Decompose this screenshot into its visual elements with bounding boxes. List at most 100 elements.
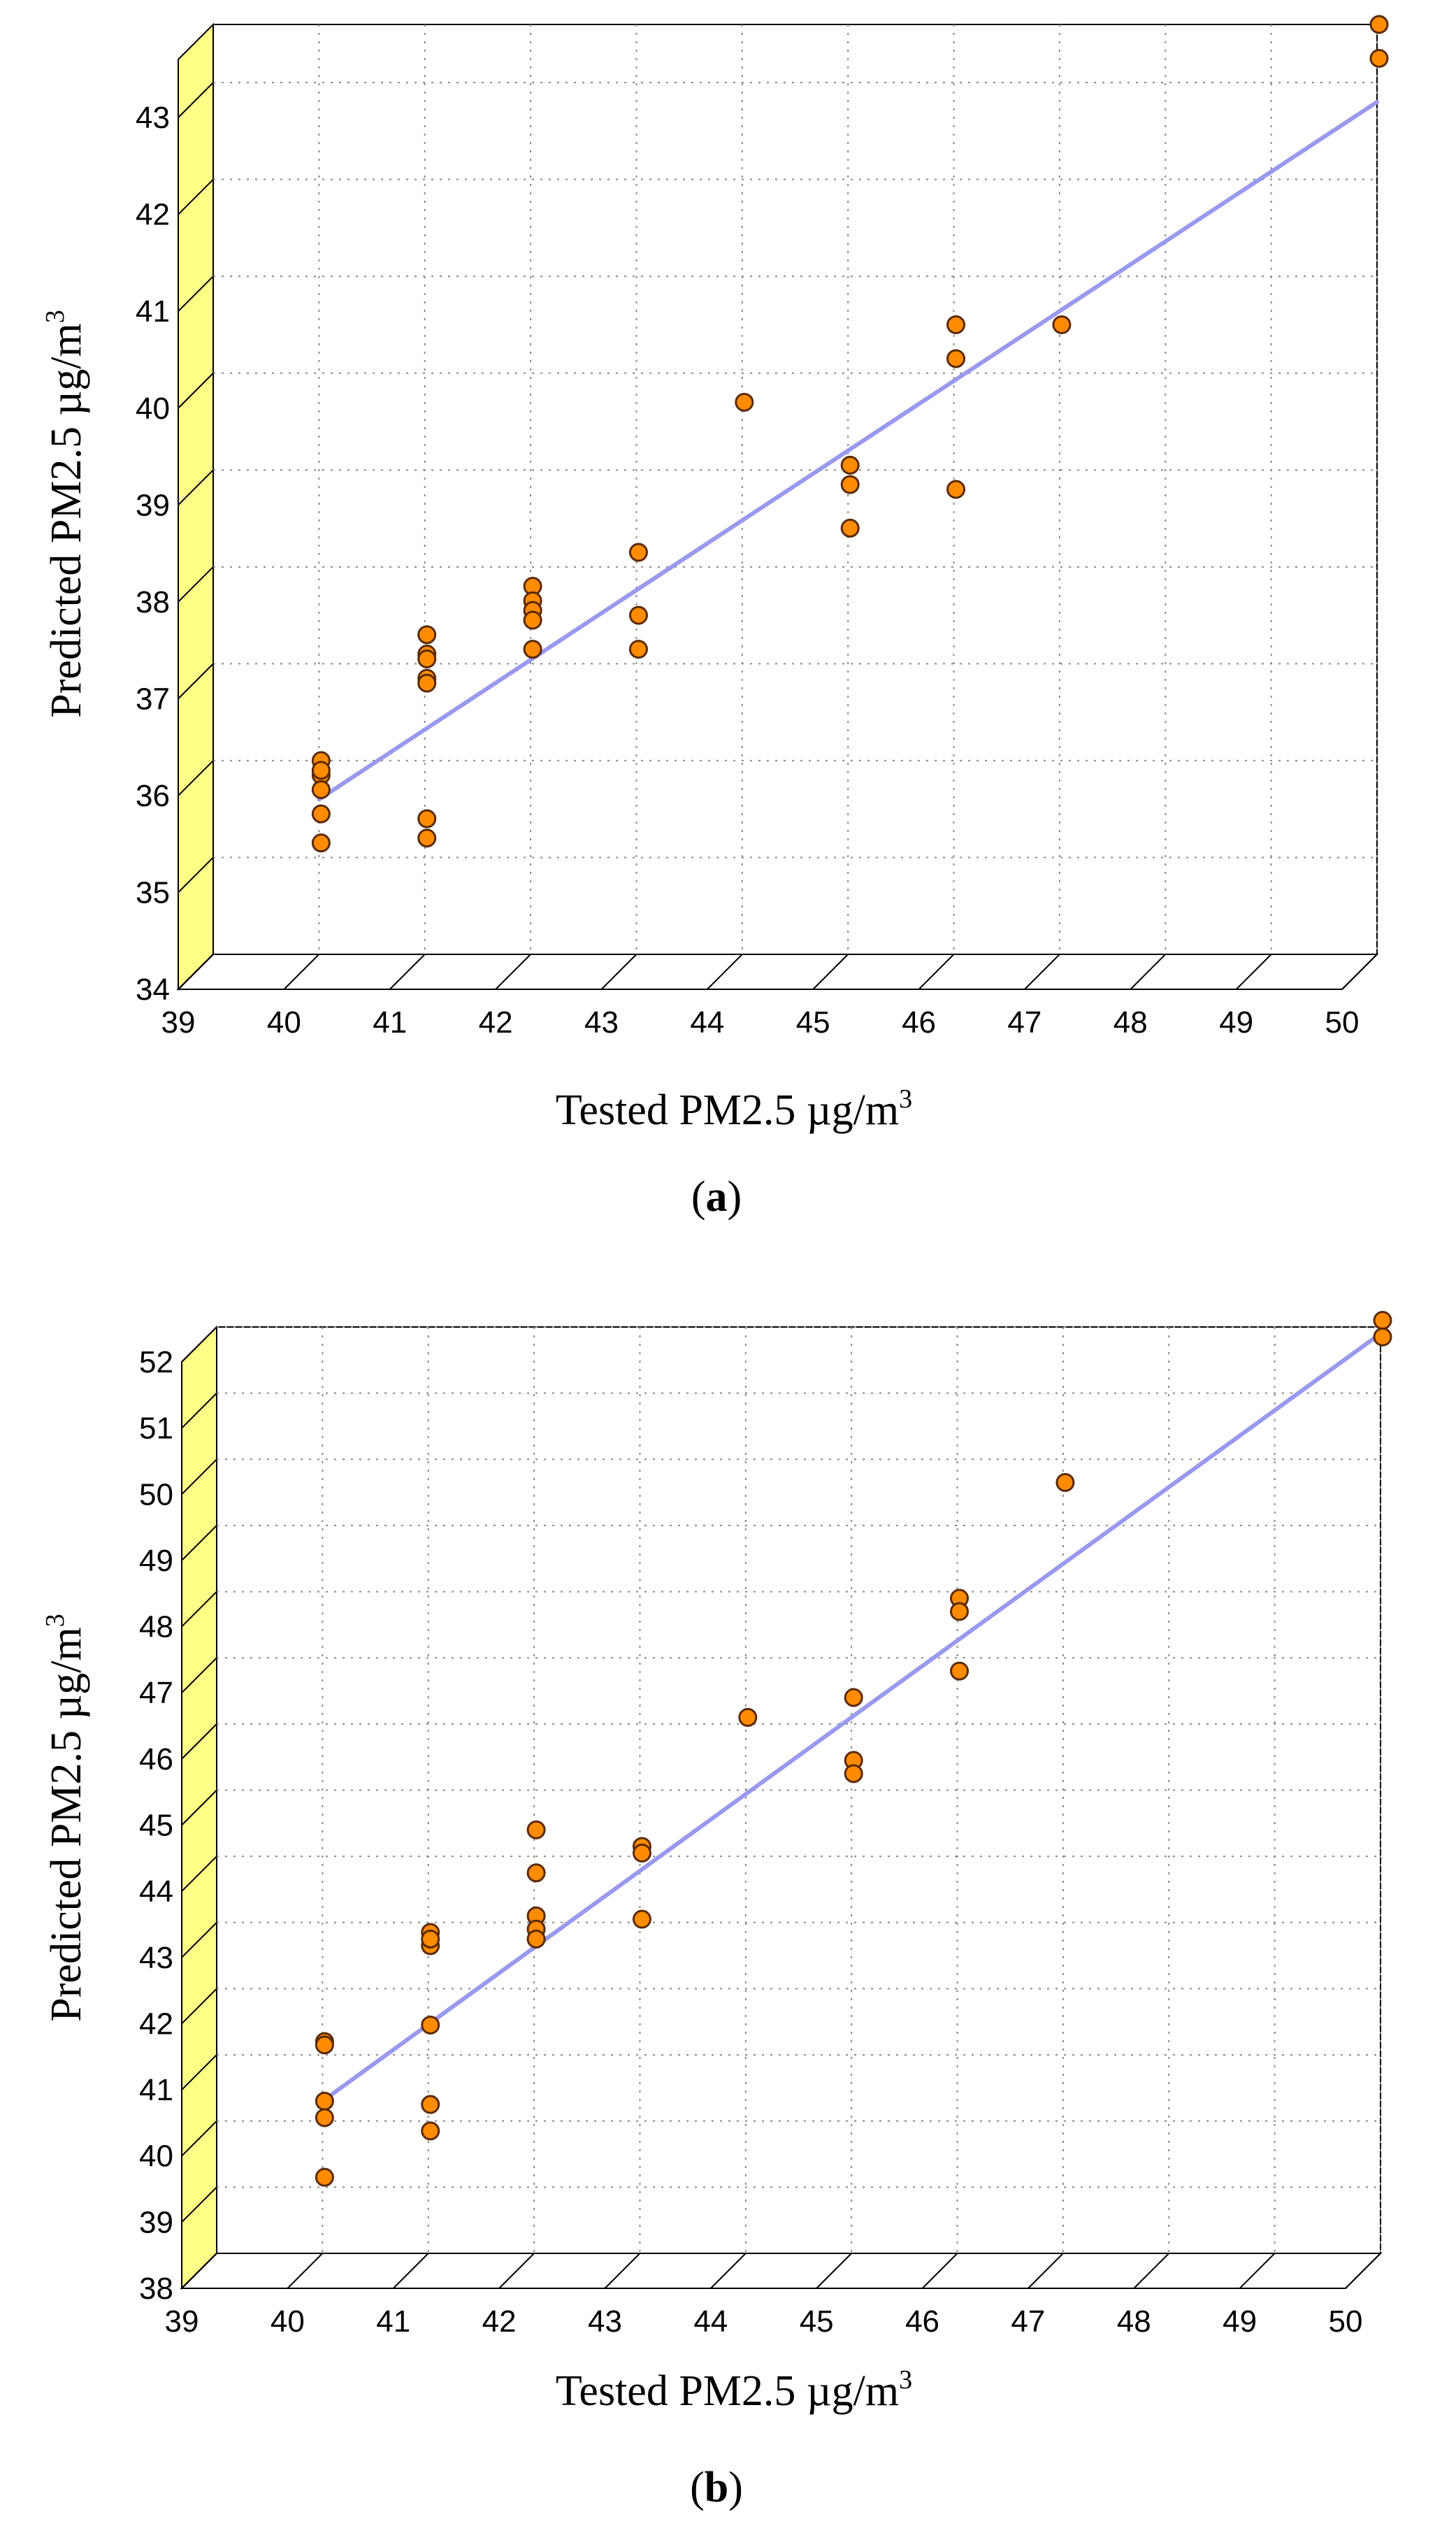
y-tick-label: 40 xyxy=(136,392,170,426)
data-point xyxy=(316,2109,333,2126)
chart-panel-a: 39 40 41 42 43 44 45 46 47 48 49 50 34 35 36 37 38 39 40 41… xyxy=(41,16,1387,1221)
data-point xyxy=(312,781,329,798)
data-point xyxy=(633,1911,650,1928)
data-point xyxy=(1374,1328,1391,1345)
x-tick-label: 47 xyxy=(1007,1005,1041,1040)
data-point xyxy=(630,607,647,624)
plot-back-wall xyxy=(217,1327,1381,2253)
x-tick-label: 48 xyxy=(1113,1005,1148,1040)
data-point xyxy=(422,2016,439,2033)
y-tick-label: 38 xyxy=(139,2272,173,2306)
y-tick-label: 41 xyxy=(136,294,170,329)
x-tick-label: 48 xyxy=(1117,2304,1151,2339)
x-tick-label: 50 xyxy=(1325,1005,1360,1040)
data-point xyxy=(842,457,858,473)
x-tick-label: 41 xyxy=(373,1005,407,1040)
y-tick-label: 47 xyxy=(139,1676,173,1710)
x-tick-label: 44 xyxy=(690,1005,724,1040)
data-point xyxy=(845,1765,862,1782)
y-tick-label: 38 xyxy=(136,585,170,619)
y-tick-label: 46 xyxy=(139,1742,173,1777)
y-tick-label: 40 xyxy=(139,2139,173,2174)
data-point xyxy=(312,762,329,779)
data-point xyxy=(740,1709,756,1725)
data-point xyxy=(1371,50,1387,66)
data-point xyxy=(630,544,647,561)
data-point xyxy=(951,1603,968,1620)
data-point xyxy=(312,805,329,822)
x-tick-label: 43 xyxy=(584,1005,619,1040)
data-point xyxy=(312,835,329,852)
data-point xyxy=(419,626,435,643)
data-point xyxy=(951,1663,968,1679)
y-tick-label: 43 xyxy=(139,1941,173,1975)
data-point xyxy=(528,1821,545,1838)
data-point xyxy=(1057,1474,1074,1491)
x-tick-label: 49 xyxy=(1223,2304,1257,2339)
data-point xyxy=(1371,16,1387,33)
y-tick-label: 42 xyxy=(136,198,170,232)
data-point xyxy=(422,1930,439,1947)
data-point xyxy=(316,2169,333,2186)
y-tick-label: 35 xyxy=(136,875,170,910)
y-tick-label: 51 xyxy=(139,1412,173,1446)
y-tick-label: 34 xyxy=(136,973,170,1007)
plot-side-wall xyxy=(178,24,213,989)
x-tick-label: 49 xyxy=(1219,1005,1253,1040)
plot-floor xyxy=(182,2253,1381,2288)
y-tick-label: 42 xyxy=(139,2007,173,2041)
y-tick-label: 52 xyxy=(139,1345,173,1379)
y-tick-label: 37 xyxy=(136,682,170,716)
data-point xyxy=(524,641,541,658)
y-tick-label: 43 xyxy=(136,101,170,135)
data-point xyxy=(419,675,435,691)
x-axis-title-b: Tested PM2.5 µg/m3 xyxy=(556,2365,912,2415)
data-point xyxy=(528,1865,545,1881)
panel-caption-a: (a) xyxy=(691,1173,742,1221)
y-tick-label: 50 xyxy=(139,1477,173,1512)
x-tick-label: 43 xyxy=(588,2304,622,2339)
data-point xyxy=(1053,316,1070,333)
x-tick-label: 39 xyxy=(165,2304,199,2339)
x-tick-label: 45 xyxy=(796,1005,830,1040)
data-point xyxy=(842,476,858,493)
y-tick-label: 44 xyxy=(139,1874,173,1909)
x-tick-label: 40 xyxy=(271,2304,305,2339)
x-tick-label: 46 xyxy=(902,1005,936,1040)
data-point xyxy=(528,1930,545,1947)
y-tick-label: 36 xyxy=(136,779,170,813)
x-axis-title-a: Tested PM2.5 µg/m3 xyxy=(556,1084,912,1134)
x-tick-label: 40 xyxy=(267,1005,301,1040)
x-tick-label: 39 xyxy=(161,1005,196,1040)
y-tick-label: 39 xyxy=(139,2205,173,2239)
data-point xyxy=(419,650,435,667)
data-point xyxy=(948,481,965,498)
data-point xyxy=(736,394,753,410)
data-point xyxy=(422,2096,439,2113)
y-tick-label: 39 xyxy=(136,488,170,522)
y-tick-label: 48 xyxy=(139,1610,173,1644)
data-point xyxy=(316,2037,333,2053)
data-point xyxy=(630,641,647,658)
y-tick-label: 41 xyxy=(139,2073,173,2107)
x-tick-label: 42 xyxy=(479,1005,513,1040)
data-point xyxy=(524,612,541,629)
data-point xyxy=(419,810,435,827)
data-point xyxy=(419,830,435,847)
data-point xyxy=(1374,1312,1391,1329)
data-point xyxy=(842,519,858,536)
data-point xyxy=(316,2093,333,2109)
x-tick-label: 41 xyxy=(376,2304,410,2339)
y-axis-title-a: Predicted PM2.5 µg/m3 xyxy=(41,310,90,717)
data-point xyxy=(948,350,965,367)
x-tick-label: 47 xyxy=(1011,2304,1045,2339)
panel-caption-b: (b) xyxy=(690,2464,743,2511)
x-tick-label: 44 xyxy=(693,2304,728,2339)
x-tick-label: 46 xyxy=(905,2304,939,2339)
plot-floor xyxy=(178,954,1377,989)
figure: 39 40 41 42 43 44 45 46 47 48 49 503435363738394041… xyxy=(0,0,1456,2540)
x-tick-label: 45 xyxy=(800,2304,834,2339)
y-axis-title-b: Predicted PM2.5 µg/m3 xyxy=(41,1614,90,2021)
chart-panel-b: 39 40 41 42 43 44 45 46 47 48 49 503839404142434445… xyxy=(41,1312,1391,2511)
x-tick-label: 50 xyxy=(1329,2304,1363,2339)
